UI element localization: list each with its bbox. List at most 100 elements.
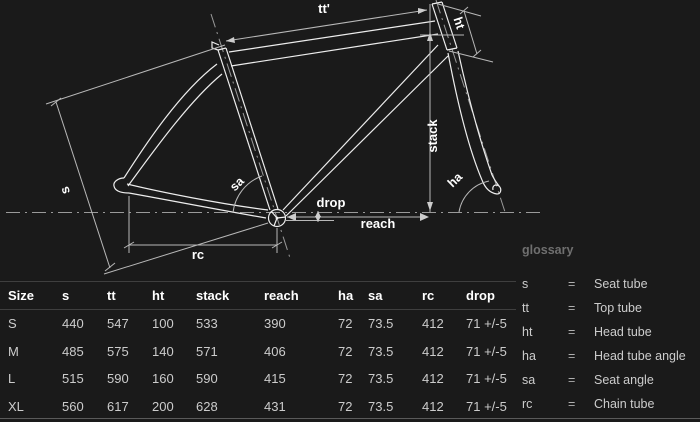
seat-stay	[123, 63, 218, 179]
cell: 440	[62, 316, 84, 332]
glossary-term: s	[522, 277, 529, 291]
cell: 547	[107, 316, 129, 332]
column-header-stack: stack	[196, 281, 264, 310]
cell: M	[8, 343, 19, 359]
glossary-entry-ha: ha = Head tube angle	[522, 344, 700, 368]
cell: 71 +/-5	[466, 371, 507, 387]
glossary-entry-rc: rc = Chain tube	[522, 392, 700, 416]
table-row-size-m: M 485 575 140 571 406 72 73.5 412 71 +/-…	[0, 338, 516, 366]
rear-dropout	[113, 177, 130, 194]
equals-sign: =	[568, 397, 576, 411]
glossary-title: glossary	[522, 243, 574, 257]
cell: 72	[338, 398, 353, 414]
glossary-definition: Seat tube	[594, 277, 648, 291]
cell: 560	[62, 398, 84, 414]
column-header-ha: ha	[338, 281, 368, 310]
cell: 71 +/-5	[466, 316, 507, 332]
glossary-list: s = Seat tube tt = Top tube ht = Head tu…	[522, 272, 700, 416]
cell: 412	[422, 398, 444, 414]
label-seat-angle: sa	[227, 173, 247, 193]
glossary-term: ha	[522, 349, 536, 363]
label-drop: drop	[317, 195, 346, 210]
frame-outline	[113, 1, 502, 228]
front-dropout	[481, 179, 502, 195]
cell: S	[8, 316, 17, 332]
glossary-definition: Chain tube	[594, 397, 655, 411]
equals-sign: =	[568, 301, 576, 315]
cell: 140	[152, 343, 174, 359]
dimension-lines	[45, 3, 494, 275]
cell: 590	[107, 371, 129, 387]
seat-tube-axis	[210, 13, 291, 259]
fork-blade	[457, 50, 493, 176]
cell: 160	[152, 371, 174, 387]
equals-sign: =	[568, 349, 576, 363]
table-row-size-s: S 440 547 100 533 390 72 73.5 412 71 +/-…	[0, 310, 516, 338]
cell: 73.5	[368, 371, 394, 387]
cell: 72	[338, 343, 353, 359]
cell: 72	[338, 316, 353, 332]
label-top-tube: tt'	[318, 1, 330, 16]
label-head-angle: ha	[445, 169, 466, 190]
cell: 412	[422, 316, 444, 332]
seat-clamp-notch	[211, 41, 220, 51]
label-seat-tube: s	[56, 185, 73, 197]
column-header-reach: reach	[264, 281, 338, 310]
bottom-bracket	[267, 208, 287, 228]
cell: 575	[107, 343, 129, 359]
cell: 71 +/-5	[466, 398, 507, 414]
cell: 485	[62, 343, 84, 359]
equals-sign: =	[568, 277, 576, 291]
seat-stay	[127, 73, 223, 187]
fork-blade	[447, 52, 483, 181]
cell: 73.5	[368, 398, 394, 414]
glossary-term: sa	[522, 373, 536, 387]
column-header-tt: tt	[107, 281, 152, 310]
cell: XL	[8, 398, 24, 414]
frame-geometry-diagram: s tt' ht stack reach ha sa rc drop	[6, 0, 545, 275]
glossary-definition: Seat angle	[594, 373, 654, 387]
cell: 617	[107, 398, 129, 414]
equals-sign: =	[568, 373, 576, 387]
label-reach: reach	[361, 216, 396, 231]
glossary-definition: Head tube angle	[594, 349, 686, 363]
chain-stay	[128, 192, 267, 219]
glossary-entry-sa: sa = Seat angle	[522, 368, 700, 392]
column-header-drop: drop	[466, 281, 516, 310]
column-header-s: s	[62, 281, 107, 310]
column-header-sa: sa	[368, 281, 422, 310]
glossary-entry-s: s = Seat tube	[522, 272, 700, 296]
table-row-size-l: L 515 590 160 590 415 72 73.5 412 71 +/-…	[0, 365, 516, 393]
cell: L	[8, 371, 16, 387]
cell: 431	[264, 398, 286, 414]
column-header-ht: ht	[152, 281, 196, 310]
cell: 100	[152, 316, 174, 332]
glossary-entry-ht: ht = Head tube	[522, 320, 700, 344]
chain-stay	[126, 183, 269, 211]
column-header-rc: rc	[422, 281, 466, 310]
geometry-table: Size s tt ht stack reach ha sa rc drop S…	[0, 281, 516, 420]
cell: 628	[196, 398, 218, 414]
table-bottom-rule	[0, 418, 700, 419]
label-stack: stack	[425, 119, 440, 153]
cell: 571	[196, 343, 218, 359]
table-row-size-xl: XL 560 617 200 628 431 72 73.5 412 71 +/…	[0, 393, 516, 421]
column-header-size: Size	[0, 281, 62, 310]
glossary-term: rc	[522, 397, 533, 411]
label-chainstay: rc	[192, 247, 204, 262]
cell: 412	[422, 371, 444, 387]
cell: 590	[196, 371, 218, 387]
cell: 72	[338, 371, 353, 387]
glossary-term: tt	[522, 301, 529, 315]
glossary-entry-tt: tt = Top tube	[522, 296, 700, 320]
cell: 515	[62, 371, 84, 387]
cell: 390	[264, 316, 286, 332]
cell: 412	[422, 343, 444, 359]
cell: 71 +/-5	[466, 343, 507, 359]
cell: 406	[264, 343, 286, 359]
glossary-definition: Top tube	[594, 301, 642, 315]
table-header-row: Size s tt ht stack reach ha sa rc drop	[0, 281, 516, 310]
glossary-term: ht	[522, 325, 533, 339]
cell: 73.5	[368, 316, 394, 332]
